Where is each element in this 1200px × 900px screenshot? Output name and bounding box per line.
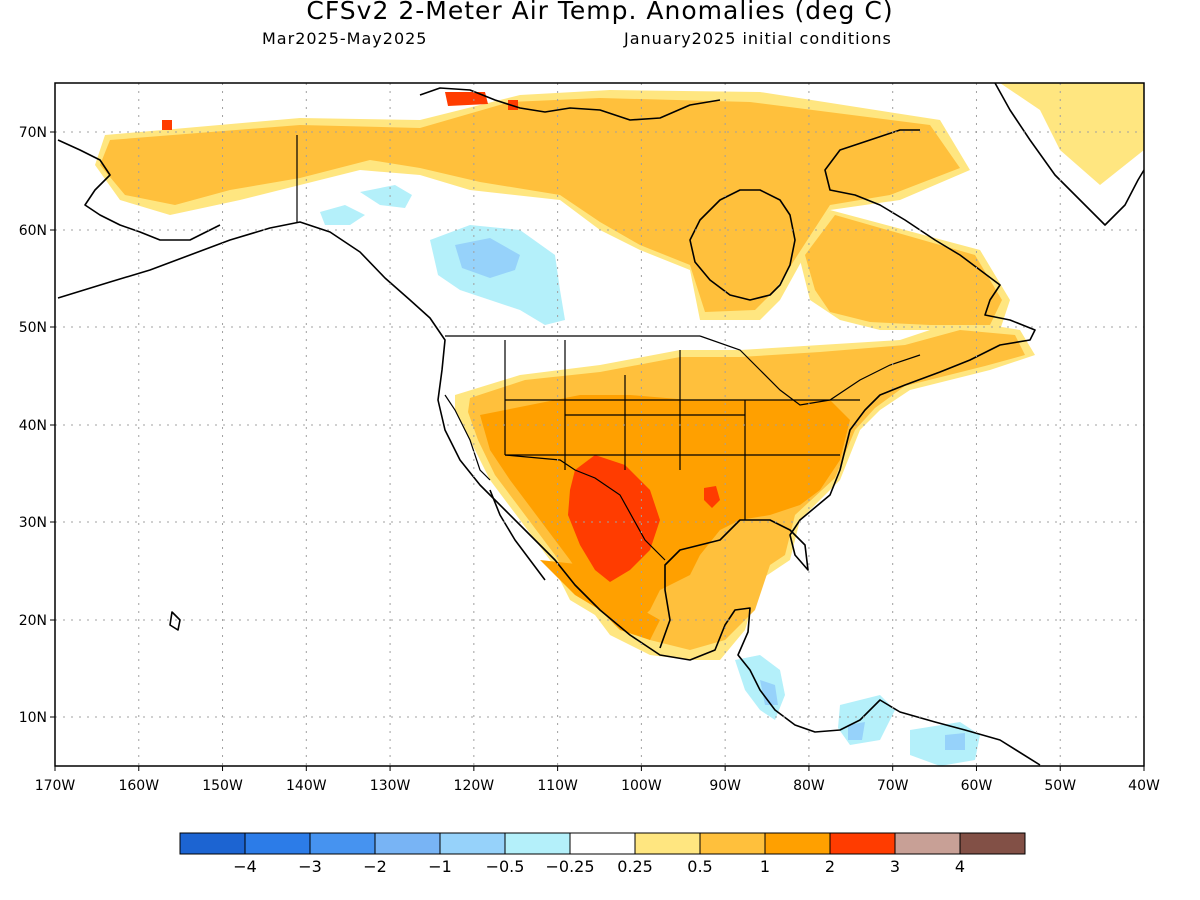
latitude-labels: 10N 20N 30N 40N 50N 60N 70N <box>19 125 55 726</box>
color-scale-label: −2 <box>363 857 387 876</box>
anomaly-shading-neg1-neg0.5 <box>455 238 965 750</box>
color-scale-label: −0.25 <box>545 857 594 876</box>
color-scale-swatch <box>959 832 1026 855</box>
lat-tick-label: 40N <box>19 418 47 434</box>
lon-tick-label: 110W <box>537 778 578 794</box>
lon-tick-label: 120W <box>454 778 495 794</box>
lon-tick-label: 100W <box>621 778 662 794</box>
color-scale-label: −1 <box>428 857 452 876</box>
color-scale-swatch <box>634 832 701 855</box>
map-title: CFSv2 2-Meter Air Temp. Anomalies (deg C… <box>306 0 894 25</box>
longitude-labels: 170W 160W 150W 140W 130W 120W 110W 100W 90W 80W 70… <box>35 766 1160 794</box>
map-area <box>57 83 1144 766</box>
coastlines <box>57 83 1144 766</box>
color-scale-label: 1 <box>760 857 770 876</box>
lon-tick-label: 170W <box>35 778 76 794</box>
lon-tick-label: 160W <box>118 778 159 794</box>
lat-tick-label: 30N <box>19 515 47 531</box>
color-scale-label: 3 <box>890 857 900 876</box>
political-boundaries <box>296 135 921 561</box>
color-scale-swatch <box>829 832 896 855</box>
lat-tick-label: 20N <box>19 613 47 629</box>
graticule <box>55 83 1144 766</box>
color-scale-label: −4 <box>233 857 257 876</box>
color-scale-labels: −4 −3 −2 −1 −0.5 −0.25 0.25 0.5 1 2 3 4 <box>233 857 965 876</box>
color-scale-label: 4 <box>955 857 965 876</box>
color-scale-label: 0.5 <box>687 857 712 876</box>
lon-tick-label: 90W <box>709 778 741 794</box>
color-scale-swatch <box>374 832 441 855</box>
color-scale-swatch <box>309 832 376 855</box>
color-scale-swatch <box>699 832 766 855</box>
lon-tick-label: 40W <box>1128 778 1160 794</box>
color-scale-swatch <box>569 832 636 855</box>
color-scale-swatch <box>894 832 961 855</box>
color-scale <box>179 832 1026 855</box>
forecast-period: Mar2025-May2025 <box>262 29 428 48</box>
color-scale-swatch <box>504 832 571 855</box>
color-scale-label: 0.25 <box>617 857 653 876</box>
color-scale-label: 2 <box>825 857 835 876</box>
anomaly-shading-2-3 <box>162 92 720 582</box>
lon-tick-label: 50W <box>1044 778 1076 794</box>
lat-tick-label: 50N <box>19 320 47 336</box>
color-scale-swatch <box>179 832 246 855</box>
color-scale-label: −3 <box>298 857 322 876</box>
color-scale-swatch <box>244 832 311 855</box>
lon-tick-label: 150W <box>202 778 243 794</box>
color-scale-label: −0.5 <box>486 857 525 876</box>
color-scale-swatch <box>439 832 506 855</box>
initial-conditions: January2025 initial conditions <box>624 29 892 48</box>
lon-tick-label: 80W <box>793 778 825 794</box>
lat-tick-label: 60N <box>19 223 47 239</box>
lon-tick-label: 130W <box>370 778 411 794</box>
lon-tick-label: 60W <box>961 778 993 794</box>
color-scale-swatch <box>764 832 831 855</box>
lat-tick-label: 10N <box>19 710 47 726</box>
lon-tick-label: 70W <box>877 778 909 794</box>
lat-tick-label: 70N <box>19 125 47 141</box>
lon-tick-label: 140W <box>286 778 327 794</box>
